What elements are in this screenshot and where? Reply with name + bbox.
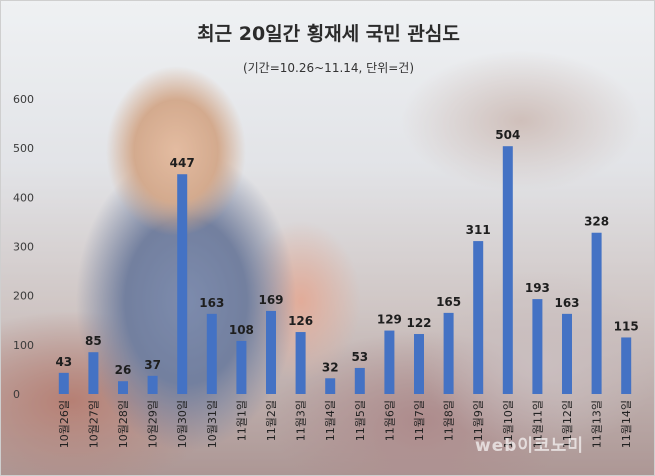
bar-value-label: 447: [170, 156, 195, 170]
bar-value-label: 115: [614, 319, 639, 333]
x-tick-label: 11월1일: [234, 400, 248, 441]
bar: [206, 313, 217, 394]
bar: [621, 337, 632, 394]
x-tick-label: 11월12일: [560, 400, 574, 448]
bar-value-label: 169: [258, 293, 283, 307]
bar: [473, 241, 484, 394]
bar-value-label: 504: [495, 128, 520, 142]
bar: [118, 381, 128, 394]
x-tick-label: 11월8일: [442, 400, 456, 441]
watermark-logo: web이코노미: [475, 436, 584, 456]
bar: [58, 372, 69, 394]
x-tick-label: 10월27일: [86, 400, 100, 448]
bar: [325, 378, 336, 394]
y-tick-label: 0: [13, 388, 20, 401]
bar-value-label: 328: [584, 215, 609, 229]
chart-title: 최근 20일간 횡재세 국민 관심도: [197, 23, 460, 45]
x-tick-label: 11월3일: [294, 400, 308, 441]
y-tick-label: 200: [13, 290, 34, 303]
x-tick-label: 10월30일: [175, 400, 189, 448]
x-tick-label: 11월5일: [353, 400, 367, 441]
x-tick-label: 11월6일: [382, 400, 396, 441]
x-tick-label: 11월9일: [471, 400, 485, 441]
x-tick-label: 11월13일: [590, 400, 604, 448]
y-tick-label: 400: [13, 191, 34, 204]
bar-value-label: 311: [466, 223, 491, 237]
x-tick-label: 10월31일: [205, 400, 219, 448]
bar: [562, 313, 572, 394]
bar-value-label: 193: [525, 281, 550, 295]
x-tick-label: 10월28일: [116, 400, 130, 448]
x-tick-label: 11월4일: [323, 400, 337, 441]
x-tick-label: 10월26일: [57, 400, 71, 448]
bar: [414, 334, 424, 394]
x-tick-label: 11월11일: [530, 400, 544, 448]
bar: [147, 375, 158, 394]
bar: [295, 332, 306, 394]
bar-value-label: 26: [115, 363, 132, 377]
bar-value-label: 129: [377, 313, 402, 327]
bar-value-label: 163: [199, 296, 224, 310]
bar: [177, 174, 188, 394]
bar: [354, 367, 365, 394]
y-tick-label: 300: [13, 241, 34, 254]
x-tick-label: 10월29일: [146, 400, 160, 448]
y-tick-label: 100: [13, 339, 34, 352]
bar: [88, 352, 99, 394]
bar-value-label: 165: [436, 295, 461, 309]
bar-value-label: 85: [85, 334, 102, 348]
bar: [502, 146, 513, 394]
bar: [236, 340, 247, 394]
bar-value-label: 43: [55, 355, 72, 369]
bar-value-label: 126: [288, 314, 313, 328]
y-tick-label: 500: [13, 142, 34, 155]
x-tick-label: 11월2일: [264, 400, 278, 441]
bar: [532, 299, 543, 394]
bar-value-label: 108: [229, 323, 254, 337]
x-tick-label: 11월7일: [412, 400, 426, 441]
chart-subtitle: (기간=10.26~11.14, 단위=건): [242, 61, 415, 75]
bar-value-label: 53: [351, 350, 368, 364]
bar-value-label: 37: [144, 358, 161, 372]
bar: [384, 330, 395, 394]
bar: [266, 310, 276, 394]
bar-value-label: 163: [554, 296, 579, 310]
bar-value-label: 32: [322, 360, 339, 374]
x-tick-label: 11월10일: [501, 400, 515, 448]
bar-value-label: 122: [406, 316, 431, 330]
bar: [443, 312, 454, 394]
bar: [591, 232, 602, 394]
y-tick-label: 600: [13, 93, 34, 106]
x-tick-label: 11월14일: [619, 400, 633, 448]
